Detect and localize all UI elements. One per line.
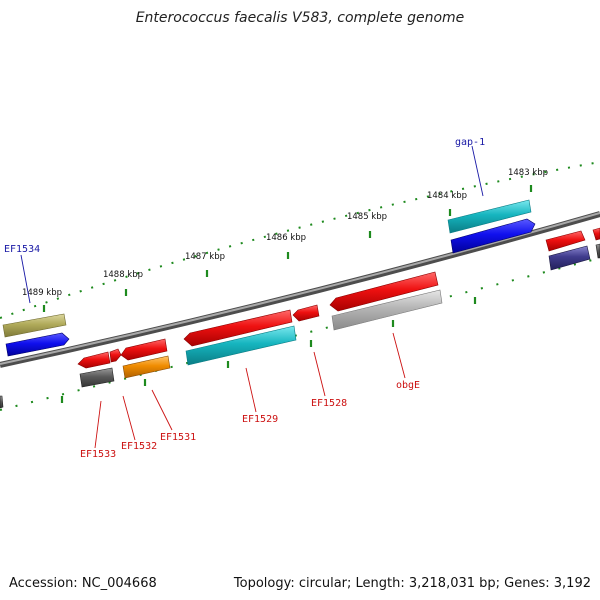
scale-label-1488: 1488 kbp xyxy=(103,270,143,280)
accession-text: Accession: NC_004668 xyxy=(9,576,157,591)
scale-label-1487: 1487 kbp xyxy=(185,252,225,262)
feature-obge-red[interactable] xyxy=(329,271,439,312)
feature-right-red-1[interactable] xyxy=(545,230,586,252)
genome-summary-text: Topology: circular; Length: 3,218,031 bp… xyxy=(233,576,591,591)
gene-label-ef1534[interactable]: EF1534 xyxy=(4,244,40,255)
gene-label-ef1528[interactable]: EF1528 xyxy=(311,398,347,409)
gene-label-gap-1[interactable]: gap-1 xyxy=(455,137,485,148)
feature-ef1528-red[interactable] xyxy=(292,304,320,322)
gene-label-ef1533[interactable]: EF1533 xyxy=(80,449,116,460)
feature-gap-1-blue[interactable] xyxy=(450,218,536,254)
outer-major-ticks xyxy=(42,185,533,312)
label-leaders xyxy=(20,145,484,449)
feature-right-dgray[interactable] xyxy=(595,243,600,259)
gene-label-ef1529[interactable]: EF1529 xyxy=(242,414,278,425)
map-title: Enterococcus faecalis V583, complete gen… xyxy=(136,10,465,26)
gene-label-ef1531[interactable]: EF1531 xyxy=(160,432,196,443)
feature-gap-1-cyan[interactable] xyxy=(447,199,532,234)
gene-label-obge[interactable]: obgE xyxy=(396,380,420,391)
feature-ef1529-cyan[interactable] xyxy=(185,325,297,366)
scale-label-1485: 1485 kbp xyxy=(347,212,387,222)
gene-label-ef1532[interactable]: EF1532 xyxy=(121,441,157,452)
feature-ef1531-red[interactable] xyxy=(120,338,168,361)
outer-scale-track xyxy=(0,161,600,319)
feature-ef1533-dgray[interactable] xyxy=(79,367,115,388)
feature-right-red-2[interactable] xyxy=(592,227,600,241)
feature-ef1531-orange[interactable] xyxy=(122,355,171,379)
reverse-features xyxy=(5,218,600,357)
lower-features xyxy=(0,271,443,409)
feature-right-purple[interactable] xyxy=(548,245,591,271)
inner-major-ticks xyxy=(60,297,477,403)
scale-label-1489: 1489 kbp xyxy=(22,288,62,298)
scale-label-1486: 1486 kbp xyxy=(266,233,306,243)
feature-ef1529-red[interactable] xyxy=(183,309,293,347)
feature-ef1534-blue[interactable] xyxy=(5,332,70,357)
scale-label-1483: 1483 kbp xyxy=(508,168,548,178)
feature-obge-gray[interactable] xyxy=(331,289,443,331)
scale-labels: 1489 kbp 1488 kbp 1487 kbp 1486 kbp 1485… xyxy=(22,168,548,298)
scale-label-1484: 1484 kbp xyxy=(427,191,467,201)
forward-features xyxy=(2,199,600,338)
genome-backbone-highlight xyxy=(0,212,600,365)
feature-ef1532-red[interactable] xyxy=(109,348,122,363)
feature-ef1533-red[interactable] xyxy=(77,351,111,369)
feature-left-edge-gray[interactable] xyxy=(0,395,4,409)
inner-scale-track xyxy=(0,257,600,411)
feature-ef1534-olive[interactable] xyxy=(2,313,67,338)
gene-labels: EF1534 gap-1 EF1533 EF1532 EF1531 EF1529… xyxy=(4,137,485,460)
